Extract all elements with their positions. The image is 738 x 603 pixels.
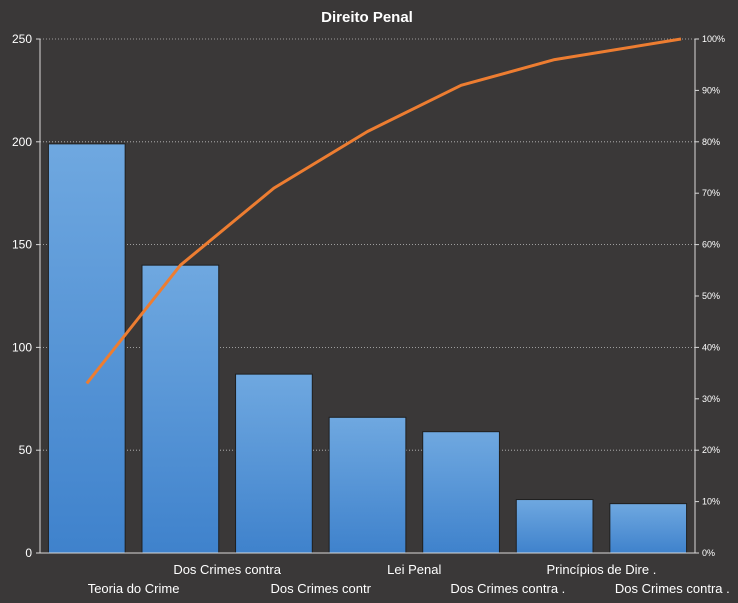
y2-axis-ticks: 0% 10% 20% 30% 40% 50% 60% 70% 80% 90% 100% [702, 34, 725, 558]
axes [36, 38, 699, 554]
y2-tick-label: 30% [702, 394, 720, 404]
gridlines [40, 38, 695, 451]
x-tick-label: Teoria do Crime [88, 581, 180, 596]
y-tick-label: 0 [25, 546, 32, 560]
y2-tick-label: 80% [702, 137, 720, 147]
bar [47, 143, 126, 554]
chart-title: Direito Penal [321, 9, 413, 26]
y-axis-ticks: 0 50 100 150 200 250 [12, 32, 32, 560]
x-axis-ticks: Teoria do Crime Dos Crimes contra Dos Crim… [88, 562, 730, 596]
cumulative-percent-line [85, 37, 682, 385]
y-tick-label: 50 [19, 443, 33, 457]
bar [515, 499, 594, 554]
y-tick-label: 250 [12, 32, 32, 46]
y2-tick-label: 20% [702, 445, 720, 455]
y2-tick-label: 70% [702, 188, 720, 198]
x-tick-label: Lei Penal [387, 562, 441, 577]
bars [47, 143, 688, 554]
x-tick-label: Dos Crimes contra [173, 562, 281, 577]
bar [422, 431, 500, 554]
y-tick-label: 200 [12, 135, 32, 149]
y2-tick-label: 90% [702, 85, 720, 95]
bar [609, 503, 688, 554]
y-tick-label: 150 [12, 238, 32, 252]
y2-tick-label: 100% [702, 34, 725, 44]
bar [328, 416, 407, 554]
x-tick-label: Princípios de Dire . [547, 562, 657, 577]
x-tick-label: Dos Crimes contr [271, 581, 372, 596]
cumulative-line [85, 37, 682, 385]
y2-tick-label: 60% [702, 240, 720, 250]
x-tick-label: Dos Crimes contra . [615, 581, 730, 596]
y-tick-label: 100 [12, 340, 32, 354]
y2-tick-label: 0% [702, 548, 715, 558]
bar [235, 373, 313, 554]
bar [141, 264, 220, 554]
y2-tick-label: 10% [702, 497, 720, 507]
y2-tick-label: 40% [702, 342, 720, 352]
y2-tick-label: 50% [702, 291, 720, 301]
x-tick-label: Dos Crimes contra . [450, 581, 565, 596]
